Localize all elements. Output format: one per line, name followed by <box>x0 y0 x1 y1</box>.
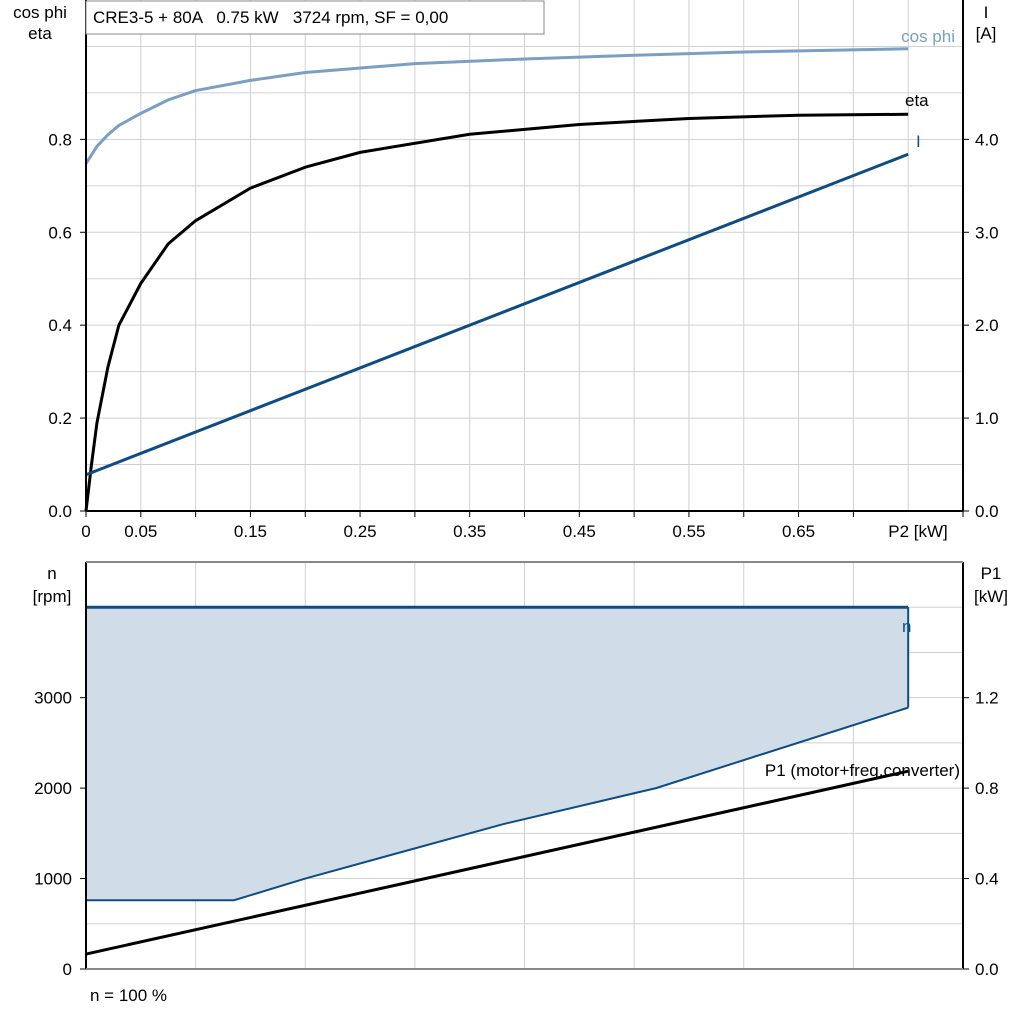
top-left-ylabel-2: eta <box>28 24 52 43</box>
y-tick-label-right: 4.0 <box>975 130 999 149</box>
x-tick-label: 0.15 <box>234 522 267 541</box>
bottom-right-ylabel-1: P1 <box>981 564 1002 583</box>
speed-range-area <box>86 607 909 901</box>
y-tick-label-left: 0.4 <box>48 316 72 335</box>
x-tick-label: 0.35 <box>453 522 486 541</box>
y-tick-label-right: 0.8 <box>975 779 999 798</box>
x-tick-label: 0.45 <box>563 522 596 541</box>
top-xlabel: P2 [kW] <box>888 522 948 541</box>
x-tick-label: 0.55 <box>672 522 705 541</box>
cosphi-series-label: cos phi <box>901 27 955 46</box>
top-left-ylabel-1: cos phi <box>13 3 67 22</box>
series-line-eta <box>84 112 909 512</box>
y-tick-label-right: 1.0 <box>975 409 999 428</box>
chart-marks <box>84 47 910 956</box>
y-tick-label-left: 0.8 <box>48 130 72 149</box>
x-tick-label: 0.05 <box>124 522 157 541</box>
y-tick-label-right: 3.0 <box>975 223 999 242</box>
bottom-right-ylabel-2: [kW] <box>974 587 1008 606</box>
y-tick-label-right: 0.0 <box>975 960 999 979</box>
y-tick-label-right: 0.0 <box>975 502 999 521</box>
series-line-cos-phi <box>84 47 909 165</box>
speed-footer: n = 100 % <box>90 986 167 1005</box>
eta-series-label: eta <box>905 91 929 110</box>
speed-series-label: n <box>902 617 911 636</box>
y-tick-label-left: 0 <box>63 960 72 979</box>
p1-line <box>85 769 909 956</box>
y-tick-label-left: 0.6 <box>48 223 72 242</box>
y-tick-label-left: 0.0 <box>48 502 72 521</box>
bottom-left-ylabel-1: n <box>47 564 56 583</box>
x-tick-label: 0 <box>81 522 90 541</box>
top-right-ylabel-2: [A] <box>976 24 997 43</box>
y-tick-label-right: 2.0 <box>975 316 999 335</box>
top-grid <box>86 0 963 511</box>
y-tick-label-left: 2000 <box>34 779 72 798</box>
y-tick-label-left: 3000 <box>34 689 72 708</box>
y-tick-label-left: 1000 <box>34 870 72 889</box>
x-tick-label: 0.25 <box>344 522 377 541</box>
top-right-ylabel-1: I <box>984 3 989 22</box>
y-tick-label-right: 1.2 <box>975 689 999 708</box>
title-box <box>85 0 545 35</box>
x-tick-label: 0.65 <box>782 522 815 541</box>
p1-series-label: P1 (motor+freq.converter) <box>765 761 960 780</box>
current-series-label: I <box>916 132 921 151</box>
chart-title: CRE3-5 + 80A 0.75 kW 3724 rpm, SF = 0,00 <box>93 8 448 27</box>
series-line-I <box>85 152 909 477</box>
y-tick-label-right: 0.4 <box>975 870 999 889</box>
bottom-left-ylabel-2: [rpm] <box>33 587 72 606</box>
axes: 0 0.05 0.15 0.25 0.35 0.45 0.55 0.65 0.0 0.2 0.4 0.… <box>34 0 999 979</box>
y-tick-label-left: 0.2 <box>48 409 72 428</box>
speed-min-line <box>86 706 909 902</box>
